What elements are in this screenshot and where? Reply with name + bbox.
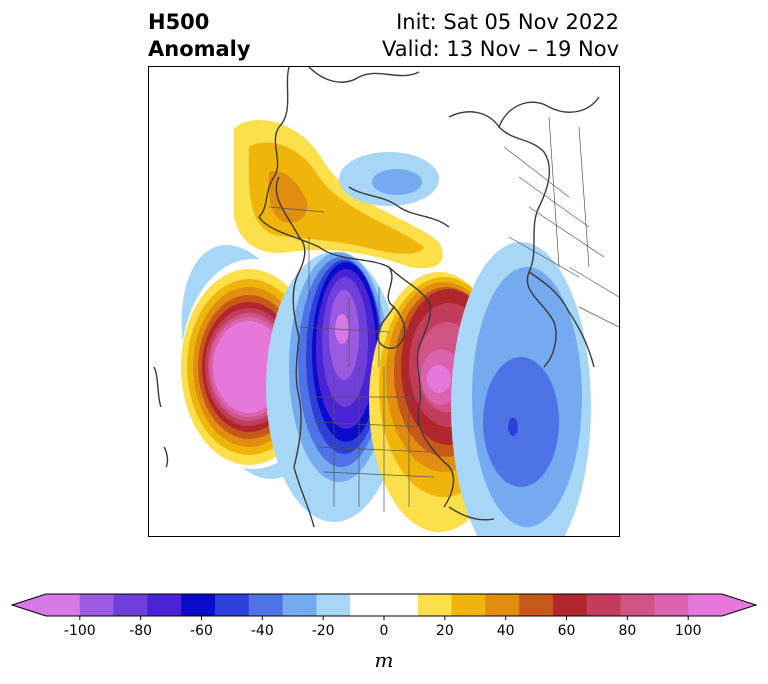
colorbar-segment xyxy=(485,594,520,616)
colorbar-extend-low xyxy=(12,594,46,616)
title-right: Init: Sat 05 Nov 2022 Valid: 13 Nov – 19… xyxy=(382,9,619,63)
colorbar-tick-label: 100 xyxy=(675,623,702,639)
colorbar-segment xyxy=(79,594,115,616)
colorbar-segment xyxy=(316,594,351,616)
colorbar-tick-label: 0 xyxy=(380,623,389,639)
political-borders xyxy=(268,116,619,512)
colorbar: -100 -80 -60 -40 -20 0 20 40 60 80 100 m xyxy=(0,585,768,684)
colorbar-segment xyxy=(688,594,723,616)
title-variable: H500 xyxy=(148,10,210,34)
anomaly-trough-atlantic xyxy=(451,242,591,536)
colorbar-segment xyxy=(113,594,148,616)
colorbar-segment xyxy=(553,594,588,616)
colorbar-tick-label: -20 xyxy=(312,623,335,639)
colorbar-ticks: -100 -80 -60 -40 -20 0 20 40 60 80 100 xyxy=(64,616,702,639)
colorbar-segment xyxy=(181,594,216,616)
colorbar-outline xyxy=(10,593,758,617)
colorbar-tick-label: -60 xyxy=(190,623,213,639)
colorbar-segment xyxy=(620,594,655,616)
colorbar-segment xyxy=(586,594,622,616)
init-date: Init: Sat 05 Nov 2022 xyxy=(396,10,619,34)
colorbar-extend-high xyxy=(722,594,756,616)
colorbar-tick-label: -80 xyxy=(129,623,152,639)
colorbar-tick-label: 40 xyxy=(497,623,515,639)
colorbar-segment xyxy=(451,594,486,616)
colorbar-segment xyxy=(384,594,419,616)
coastlines xyxy=(153,67,600,528)
colorbar-segment xyxy=(654,594,689,616)
colorbar-segment xyxy=(215,594,250,616)
map-canvas xyxy=(153,67,619,536)
colorbar-segment xyxy=(46,594,81,616)
title-field: Anomaly xyxy=(148,37,251,61)
colorbar-tick-label: 80 xyxy=(618,623,636,639)
colorbar-segments xyxy=(10,593,758,617)
valid-range: Valid: 13 Nov – 19 Nov xyxy=(382,37,619,61)
colorbar-segment xyxy=(519,594,554,616)
colorbar-segment xyxy=(147,594,182,616)
colorbar-segment xyxy=(282,594,317,616)
colorbar-segment xyxy=(417,594,453,616)
colorbar-segment xyxy=(248,594,284,616)
colorbar-segment xyxy=(350,594,385,616)
title-left: H500 Anomaly xyxy=(148,9,251,63)
colorbar-tick-label: 60 xyxy=(558,623,576,639)
colorbar-tick-label: -100 xyxy=(64,623,96,639)
colorbar-tick-label: 20 xyxy=(436,623,454,639)
map-panel xyxy=(148,66,620,537)
colorbar-tick-label: -40 xyxy=(251,623,274,639)
colorbar-canvas: -100 -80 -60 -40 -20 0 20 40 60 80 100 m xyxy=(10,593,758,672)
anomaly-trough-arctic xyxy=(339,152,439,206)
colorbar-unit-label: m xyxy=(375,648,394,672)
